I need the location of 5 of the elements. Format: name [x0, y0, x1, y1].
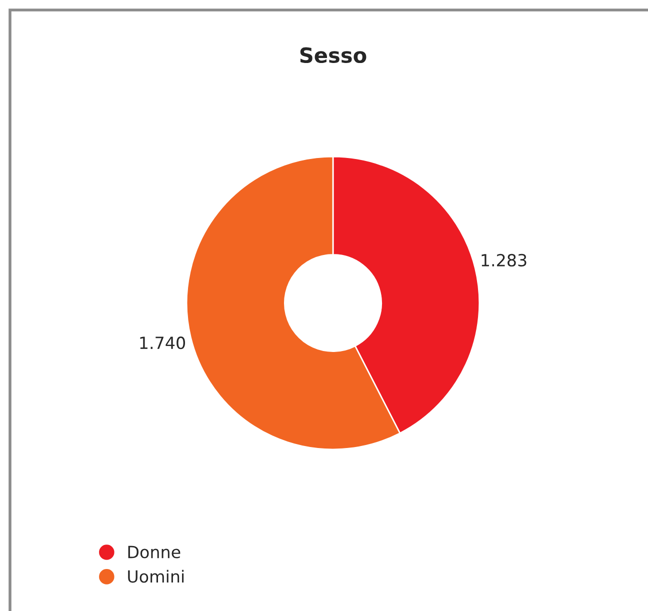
data-label: 1.283	[482, 254, 526, 267]
data-label: 1.740	[140, 336, 185, 350]
legend-label: Uomini	[128, 570, 184, 583]
chart-title: Sesso	[300, 47, 366, 64]
legend-label: Donne	[128, 546, 180, 558]
